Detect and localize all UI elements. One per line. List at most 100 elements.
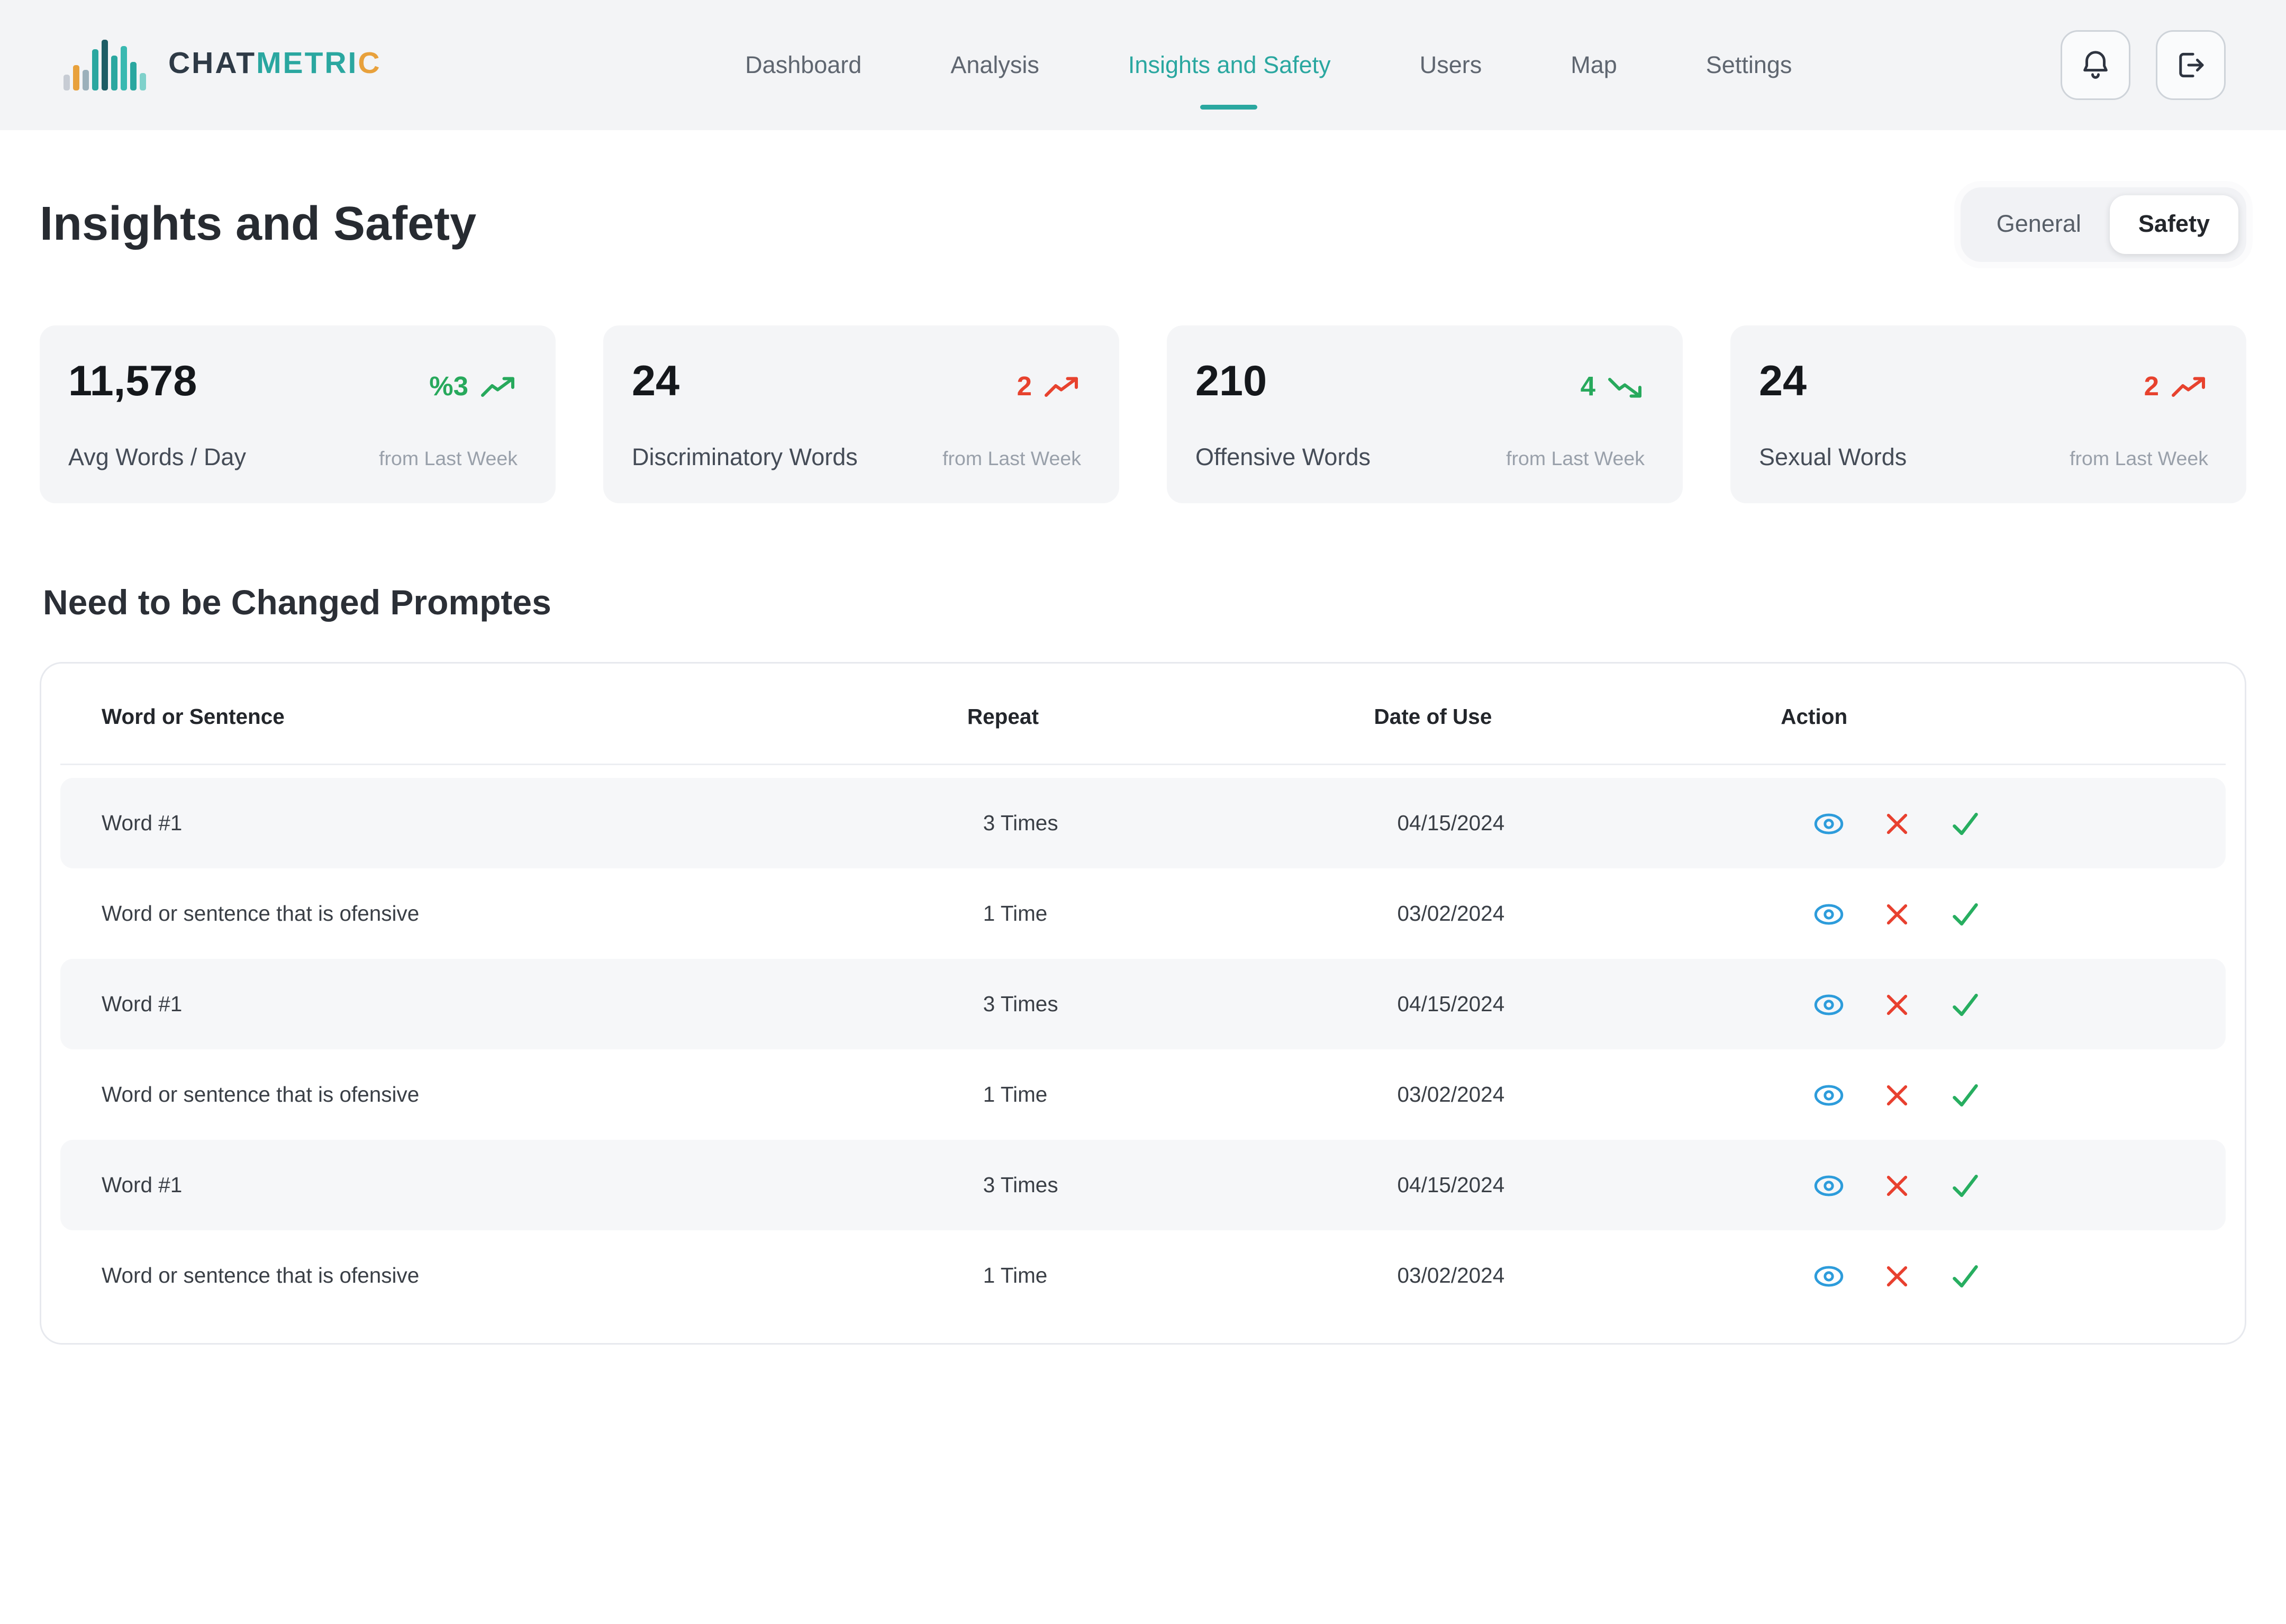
row-actions (1811, 806, 2226, 841)
table-row: Word #1 3 Times 04/15/2024 (60, 778, 2226, 868)
stats-row: 11,578 %3 Avg Words / Day from Last Week… (40, 325, 2246, 503)
reject-action-button[interactable] (1880, 806, 1915, 841)
approve-action-button[interactable] (1948, 987, 1983, 1022)
reject-action-button[interactable] (1880, 1258, 1915, 1293)
toggle-option-safety[interactable]: Safety (2109, 195, 2238, 254)
cell-word: Word #1 (102, 1173, 183, 1197)
title-row: Insights and Safety General Safety (40, 187, 2246, 262)
brand-part-orange: C (358, 48, 382, 81)
nav-item-settings[interactable]: Settings (1706, 51, 1792, 79)
check-icon (1953, 993, 1979, 1015)
brand-logo[interactable]: CHATMETRIC (60, 33, 382, 97)
view-action-button[interactable] (1811, 987, 1846, 1022)
row-actions (1811, 1258, 2226, 1293)
eye-icon (1815, 812, 1844, 834)
reject-action-button[interactable] (1880, 987, 1915, 1022)
reject-action-button[interactable] (1880, 896, 1915, 931)
approve-action-button[interactable] (1948, 806, 1983, 841)
trend-up-icon (2172, 377, 2205, 397)
view-action-button[interactable] (1811, 1168, 1846, 1203)
table-row: Word #1 3 Times 04/15/2024 (60, 1140, 2226, 1230)
check-icon (1953, 1264, 1979, 1287)
view-action-button[interactable] (1811, 896, 1846, 931)
cell-date: 03/02/2024 (1397, 1083, 1505, 1106)
column-header-action: Action (1781, 705, 1848, 729)
column-header-repeat: Repeat (967, 705, 1039, 729)
stat-label: Offensive Words (1195, 444, 1371, 471)
stat-change: 2 (1017, 371, 1081, 403)
logout-button[interactable] (2155, 30, 2226, 100)
stat-value: 11,578 (68, 357, 197, 405)
eye-icon (1815, 1265, 1844, 1286)
eye-icon (1815, 903, 1844, 924)
stat-card-avg-words: 11,578 %3 Avg Words / Day from Last Week (40, 325, 556, 503)
stat-change-value: 2 (1017, 371, 1032, 402)
cell-word: Word or sentence that is ofensive (102, 1264, 420, 1287)
x-icon (1887, 813, 1908, 833)
cell-date: 04/15/2024 (1397, 811, 1505, 835)
header-actions (2060, 30, 2226, 100)
stat-change: 2 (2144, 371, 2208, 403)
nav-item-dashboard[interactable]: Dashboard (745, 51, 862, 79)
cell-word: Word #1 (102, 811, 183, 835)
trend-up-icon (481, 377, 514, 397)
approve-action-button[interactable] (1948, 896, 1983, 931)
stat-label: Discriminatory Words (632, 444, 858, 471)
cell-repeat: 3 Times (983, 811, 1058, 835)
reject-action-button[interactable] (1880, 1168, 1915, 1203)
check-icon (1953, 902, 1979, 925)
stat-change-value: 4 (1580, 371, 1595, 402)
check-icon (1953, 1174, 1979, 1196)
main-nav: Dashboard Analysis Insights and Safety U… (647, 36, 1795, 95)
row-actions (1811, 896, 2226, 931)
stat-change: %3 (429, 371, 518, 403)
approve-action-button[interactable] (1948, 1258, 1983, 1293)
nav-item-insights-and-safety[interactable]: Insights and Safety (1125, 36, 1334, 95)
nav-item-map[interactable]: Map (1571, 51, 1617, 79)
nav-item-users[interactable]: Users (1419, 51, 1482, 79)
brand-part-dark: CHAT (168, 48, 257, 81)
stat-card-offensive-words: 210 4 Offensive Words from Last Week (1167, 325, 1683, 503)
approve-action-button[interactable] (1948, 1168, 1983, 1203)
eye-icon (1815, 1084, 1844, 1105)
stat-change: 4 (1581, 371, 1645, 403)
reject-action-button[interactable] (1880, 1077, 1915, 1112)
table-row: Word or sentence that is ofensive 1 Time… (60, 1230, 2226, 1321)
brand-logo-icon (64, 40, 146, 90)
brand-part-teal: METRI (256, 48, 358, 81)
main-content: Insights and Safety General Safety 11,57… (0, 130, 2286, 1345)
row-actions (1811, 1077, 2226, 1112)
eye-icon (1815, 1174, 1844, 1196)
cell-repeat: 1 Time (983, 1083, 1048, 1106)
trend-down-icon (1608, 378, 1641, 398)
cell-date: 03/02/2024 (1397, 902, 1505, 926)
view-action-button[interactable] (1811, 1077, 1846, 1112)
stat-change-value: 2 (2144, 371, 2159, 402)
section-title: Need to be Changed Promptes (43, 583, 551, 622)
nav-item-analysis[interactable]: Analysis (950, 51, 1039, 79)
stat-card-discriminatory-words: 24 2 Discriminatory Words from Last Week (603, 325, 1119, 503)
toggle-option-general[interactable]: General (1968, 195, 2110, 254)
x-icon (1887, 1084, 1908, 1105)
view-action-button[interactable] (1811, 806, 1846, 841)
x-icon (1887, 1265, 1908, 1286)
stat-note: from Last Week (2070, 448, 2208, 470)
cell-word: Word #1 (102, 992, 183, 1016)
table-row: Word #1 3 Times 04/15/2024 (60, 959, 2226, 1049)
stat-note: from Last Week (942, 448, 1081, 470)
stat-note: from Last Week (1506, 448, 1645, 470)
view-action-button[interactable] (1811, 1258, 1846, 1293)
stat-change-value: %3 (429, 371, 468, 402)
cell-date: 04/15/2024 (1397, 1173, 1505, 1197)
cell-repeat: 3 Times (983, 992, 1058, 1016)
x-icon (1887, 903, 1908, 924)
cell-date: 03/02/2024 (1397, 1264, 1505, 1287)
prompts-table: Word or Sentence Repeat Date of Use Acti… (40, 662, 2246, 1345)
notifications-button[interactable] (2060, 30, 2130, 100)
approve-action-button[interactable] (1948, 1077, 1983, 1112)
cell-repeat: 1 Time (983, 902, 1048, 926)
stat-note: from Last Week (379, 448, 518, 470)
cell-word: Word or sentence that is ofensive (102, 1083, 420, 1106)
stat-value: 210 (1195, 357, 1267, 405)
